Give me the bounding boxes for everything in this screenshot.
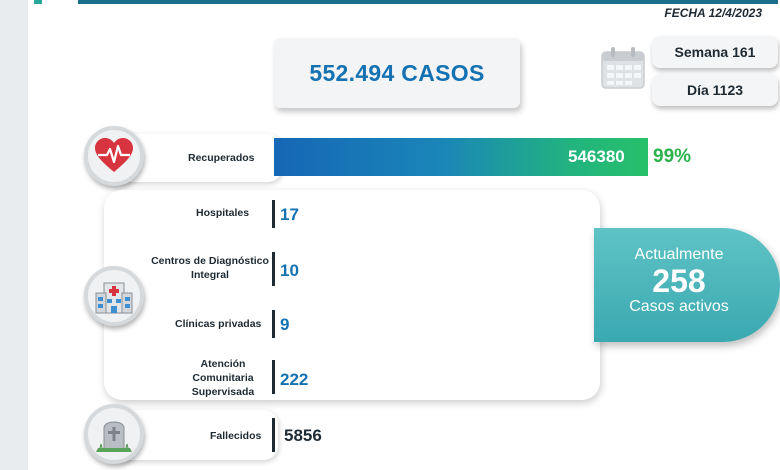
hospital-icon	[84, 266, 144, 326]
clinicas-label: Clínicas privadas	[175, 318, 262, 330]
fallecidos-value: 5856	[284, 426, 322, 445]
activos-value: 258	[652, 263, 706, 299]
top-accent-bar	[78, 0, 778, 4]
activos-line2: Casos activos	[629, 298, 729, 315]
recuperados-bar	[274, 138, 648, 176]
infographic-page: FECHA 12/4/2023 552.494 CASOS Semana 161…	[28, 0, 780, 470]
tombstone-icon	[84, 404, 144, 464]
heart-pulse-icon	[84, 126, 144, 186]
report-date: FECHA 12/4/2023	[664, 6, 762, 20]
cdi-label: Centros de Diagnóstico Integral	[151, 255, 269, 281]
fallecidos-label: Fallecidos	[210, 430, 262, 442]
clinicas-divider	[272, 310, 275, 338]
semana-badge: Semana 161	[652, 36, 778, 68]
acs-label: Atención Comunitaria Supervisada	[191, 358, 255, 398]
cdi-value: 10	[280, 261, 299, 280]
cdi-divider	[272, 252, 275, 286]
hospitales-divider	[272, 200, 275, 228]
dia-badge: Día 1123	[652, 74, 778, 106]
activos-line1: Actualmente	[634, 246, 724, 263]
acs-divider	[272, 360, 275, 394]
recuperados-percent: 99%	[653, 146, 692, 167]
hospitales-value: 17	[280, 205, 299, 224]
total-cases-label: 552.494 CASOS	[309, 59, 485, 86]
fallecidos-divider	[272, 418, 275, 452]
casos-activos-badge: Actualmente 258 Casos activos	[594, 228, 780, 342]
acs-value: 222	[280, 370, 309, 389]
recuperados-label: Recuperados	[188, 152, 255, 164]
calendar-icon	[601, 47, 645, 89]
recuperados-value: 546380	[568, 147, 625, 166]
centros-card	[104, 190, 600, 400]
clinicas-value: 9	[280, 315, 290, 334]
hospitales-label: Hospitales	[196, 207, 250, 219]
top-accent-mark	[34, 0, 42, 4]
total-cases-box: 552.494 CASOS	[274, 38, 520, 108]
